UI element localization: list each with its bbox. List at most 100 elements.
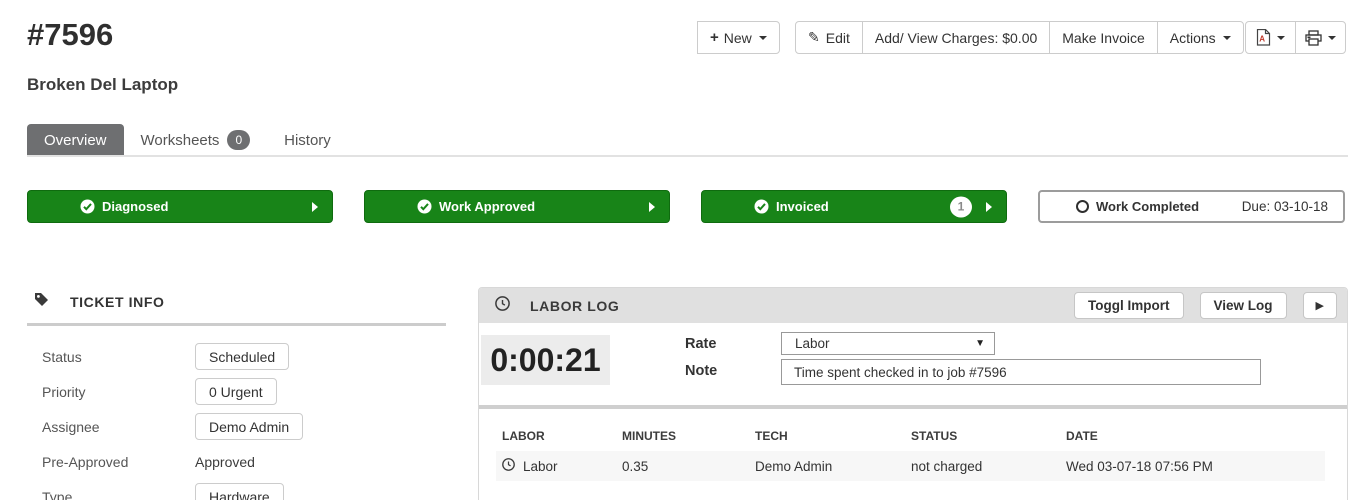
invoice-count-badge: 1 [950, 196, 972, 217]
workflow-step-work-completed[interactable]: Work Completed Due: 03-10-18 [1038, 190, 1345, 223]
pdf-file-icon: A [1256, 29, 1271, 46]
page-title: #7596 [27, 17, 114, 52]
plus-icon: + [710, 29, 719, 46]
labor-table-header-row: LABOR MINUTES TECH STATUS DATE [496, 421, 1325, 451]
field-label: Type [42, 488, 73, 500]
labor-log-panel: LABOR LOG Toggl Import View Log ▶ 0:00:2… [478, 287, 1348, 500]
actions-button-label: Actions [1169, 29, 1216, 46]
pre-approved-value: Approved [195, 453, 255, 470]
note-label: Note [685, 363, 718, 379]
ticket-info-panel: TICKET INFO Status Scheduled Priority 0 … [27, 292, 446, 500]
make-invoice-label: Make Invoice [1062, 29, 1145, 46]
print-button[interactable] [1295, 21, 1346, 54]
column-header: MINUTES [622, 429, 676, 443]
clock-icon [502, 458, 515, 474]
labor-cell-text: Labor [523, 458, 558, 474]
labor-log-header-buttons: Toggl Import View Log ▶ [1074, 292, 1337, 319]
export-toolbar-group: A [1245, 21, 1346, 54]
labor-log-header: LABOR LOG Toggl Import View Log ▶ [479, 288, 1347, 323]
add-view-charges-button[interactable]: Add/ View Charges: $0.00 [861, 21, 1051, 54]
column-header: STATUS [911, 429, 958, 443]
pdf-button[interactable]: A [1245, 21, 1296, 54]
play-icon: ▶ [1315, 300, 1324, 312]
field-label: Status [42, 348, 82, 365]
type-value-button[interactable]: Hardware [195, 483, 284, 500]
check-circle-icon [754, 199, 769, 214]
worksheets-count-badge: 0 [227, 130, 251, 150]
rate-select[interactable]: Labor ▼ [781, 332, 995, 355]
check-circle-icon [80, 199, 95, 214]
tab-underline [27, 155, 1348, 157]
workflow-step-work-approved[interactable]: Work Approved [364, 190, 670, 223]
edit-button-label: Edit [825, 29, 850, 46]
charges-button-label: Add/ View Charges: $0.00 [874, 29, 1038, 46]
priority-value-button[interactable]: 0 Urgent [195, 378, 277, 405]
divider [27, 323, 446, 326]
workflow-step-invoiced[interactable]: Invoiced 1 [701, 190, 1007, 223]
field-row-priority: Priority 0 Urgent [27, 378, 446, 405]
tech-cell: Demo Admin [755, 458, 833, 474]
edit-button[interactable]: ✎ Edit [795, 21, 863, 54]
chevron-down-icon [758, 35, 767, 40]
labor-table: LABOR MINUTES TECH STATUS DATE Labor 0.3 [496, 421, 1325, 481]
chevron-down-icon [1222, 35, 1231, 40]
toggl-import-button[interactable]: Toggl Import [1074, 292, 1184, 319]
field-row-status: Status Scheduled [27, 343, 446, 370]
table-row: Labor 0.35 Demo Admin not charged Wed 03… [496, 451, 1325, 481]
status-cell: not charged [911, 458, 983, 474]
due-date-label: Due: 03-10-18 [1241, 199, 1328, 214]
tab-worksheets[interactable]: Worksheets 0 [124, 124, 268, 156]
column-header: LABOR [502, 429, 545, 443]
ticket-info-fields: Status Scheduled Priority 0 Urgent Assig… [27, 343, 446, 500]
tab-overview[interactable]: Overview [27, 124, 124, 156]
rate-label: Rate [685, 336, 717, 352]
timer-display: 0:00:21 [481, 335, 610, 385]
new-button-group: + New [697, 21, 780, 54]
start-timer-button[interactable]: ▶ [1302, 292, 1337, 319]
field-label: Pre-Approved [42, 453, 129, 470]
assignee-value-button[interactable]: Demo Admin [195, 413, 304, 440]
ticket-info-title: TICKET INFO [70, 294, 165, 310]
chevron-down-icon [1277, 35, 1285, 40]
labor-cell: Labor [496, 458, 616, 474]
status-value-button[interactable]: Scheduled [195, 343, 290, 370]
workflow-status-bar: Diagnosed Work Approved Invoiced 1 [27, 190, 1345, 223]
tab-history[interactable]: History [267, 124, 348, 156]
workflow-step-left: Work Completed [1076, 199, 1199, 214]
tab-worksheets-label: Worksheets [140, 131, 220, 149]
svg-text:A: A [1259, 35, 1265, 44]
new-button-label: New [723, 29, 752, 46]
new-button[interactable]: + New [697, 21, 780, 54]
make-invoice-button[interactable]: Make Invoice [1049, 21, 1158, 54]
ticket-subject: Broken Del Laptop [27, 75, 179, 94]
printer-icon [1305, 29, 1322, 46]
tab-overview-label: Overview [44, 131, 107, 149]
workflow-step-label: Work Approved [439, 199, 536, 214]
caret-right-icon [649, 201, 655, 212]
labor-log-title: LABOR LOG [530, 297, 620, 314]
tab-bar: Overview Worksheets 0 History [27, 124, 348, 156]
tag-icon [34, 292, 49, 312]
field-label: Assignee [42, 418, 100, 435]
ticket-info-header: TICKET INFO [27, 292, 446, 312]
field-row-pre-approved: Pre-Approved Approved [27, 448, 446, 475]
actions-button[interactable]: Actions [1156, 21, 1244, 54]
workflow-step-diagnosed[interactable]: Diagnosed [27, 190, 333, 223]
divider [479, 405, 1347, 409]
view-log-button[interactable]: View Log [1199, 292, 1287, 319]
minutes-cell: 0.35 [622, 458, 649, 474]
pencil-icon: ✎ [808, 29, 820, 45]
check-circle-icon [417, 199, 432, 214]
field-row-assignee: Assignee Demo Admin [27, 413, 446, 440]
field-row-type: Type Hardware [27, 483, 446, 500]
chevron-down-icon [1328, 35, 1336, 40]
note-input[interactable] [781, 359, 1261, 385]
workflow-step-label: Work Completed [1096, 199, 1200, 214]
circle-outline-icon [1076, 200, 1089, 213]
workflow-step-label: Diagnosed [102, 199, 169, 214]
column-header: TECH [755, 429, 788, 443]
workflow-step-label: Invoiced [776, 199, 829, 214]
clock-icon [495, 295, 510, 316]
date-cell: Wed 03-07-18 07:56 PM [1066, 458, 1213, 474]
